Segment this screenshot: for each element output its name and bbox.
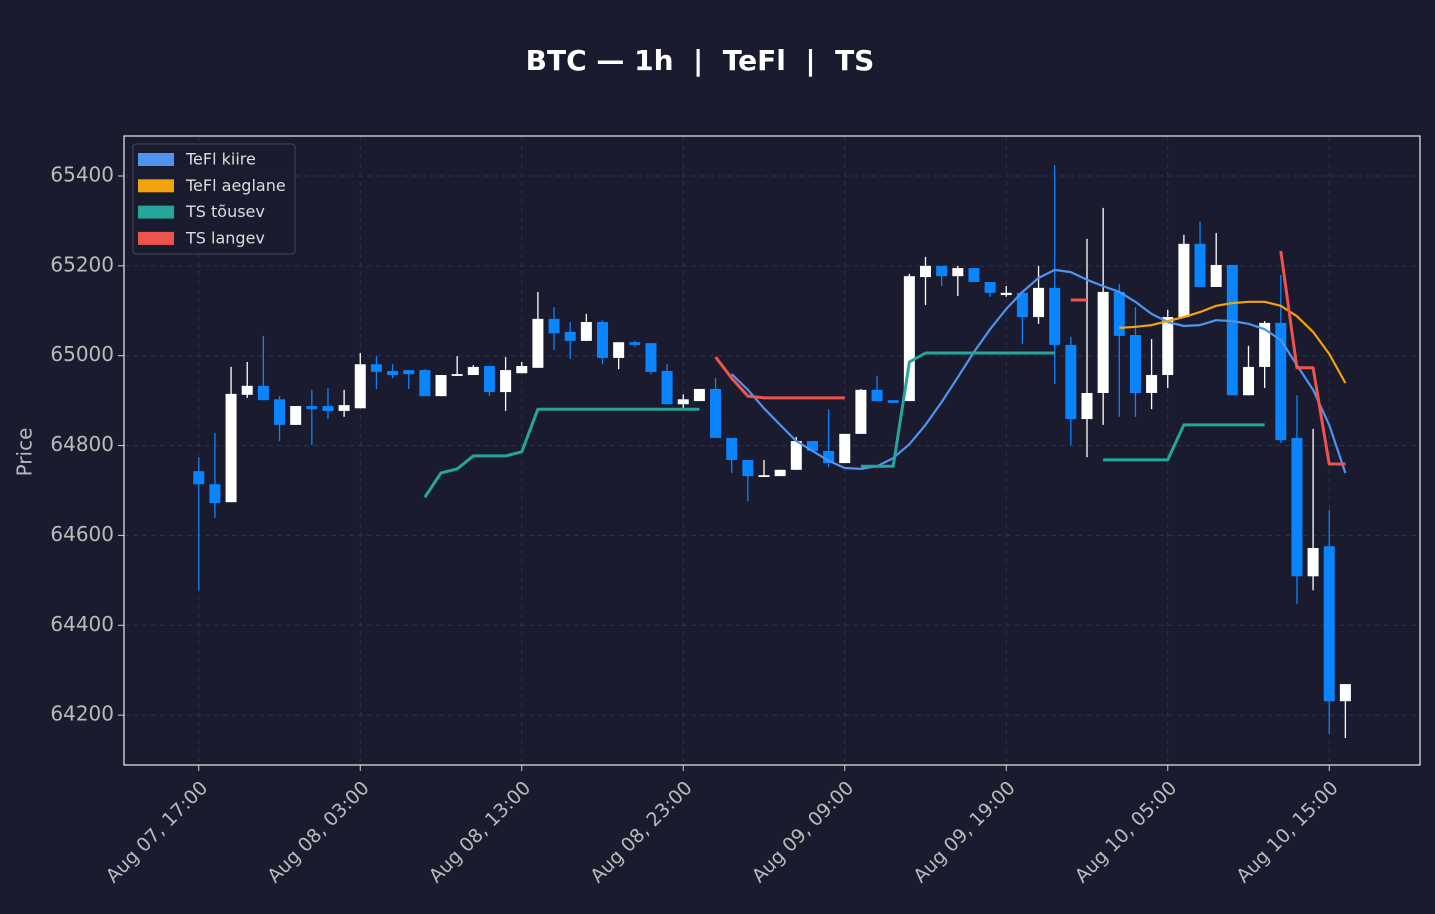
candle-body (500, 370, 512, 393)
candle-body (726, 437, 738, 460)
candle-body (1178, 243, 1190, 318)
candle-body (1275, 322, 1287, 441)
candle-body (403, 370, 415, 375)
line-series (1119, 300, 1347, 384)
candle-body (1194, 243, 1206, 287)
candle-body (903, 276, 915, 402)
candle-body (564, 331, 576, 341)
candle-body (193, 471, 205, 485)
candle-body (806, 441, 818, 451)
candle-body (1033, 287, 1045, 318)
candle-body (1291, 437, 1303, 577)
candle-body (1129, 335, 1141, 393)
candle-body (887, 400, 899, 403)
legend-swatch (138, 179, 174, 193)
candle-body (758, 475, 770, 478)
candle-body (1210, 264, 1222, 287)
candle-body (483, 366, 495, 393)
candle-body (1307, 547, 1319, 577)
candle-body (871, 389, 883, 402)
y-tick-label: 64800 (50, 432, 114, 456)
candle-body (968, 268, 980, 283)
candle-body (1049, 287, 1061, 345)
chart-title: BTC — 1h | TeFl | TS (526, 44, 875, 77)
legend-swatch (138, 205, 174, 219)
candle-body (693, 388, 705, 402)
candle-body (274, 399, 286, 425)
candle-body (1081, 392, 1093, 420)
candle-body (548, 318, 560, 334)
candle-body (920, 265, 932, 278)
candle-body (322, 406, 334, 411)
candle-body (597, 322, 609, 358)
y-tick-label: 64600 (50, 522, 114, 546)
candle-body (257, 385, 269, 401)
candle-body (629, 342, 641, 345)
candle-body (710, 388, 722, 438)
line-series (423, 351, 1265, 499)
legend-label: TS langev (185, 228, 265, 247)
candle-body (855, 389, 867, 434)
candle-body (1097, 291, 1109, 393)
candle-body (1146, 375, 1158, 393)
y-tick-label: 65000 (50, 342, 114, 366)
candle-body (306, 406, 318, 410)
y-tick-label: 65200 (50, 252, 114, 276)
candle-body (580, 322, 592, 341)
candle-body (839, 433, 851, 464)
y-axis-label: Price (13, 428, 37, 477)
line-series (714, 250, 1346, 466)
candle-body (1259, 322, 1271, 367)
candle-body (241, 385, 253, 395)
candle-body (225, 393, 237, 503)
candle-body (467, 366, 479, 376)
legend-label: TS tõusev (185, 202, 265, 221)
line-series (730, 268, 1347, 474)
legend-frame (132, 143, 296, 255)
candle-body (1016, 292, 1028, 318)
candle-body (1339, 684, 1351, 702)
candle-body (1226, 264, 1238, 396)
candle-body (774, 469, 786, 477)
candle-body (1113, 291, 1125, 336)
candle-body (952, 268, 964, 277)
candle-body (1242, 366, 1254, 396)
candle-body (613, 342, 625, 358)
candle-body (645, 343, 657, 372)
candle-body (1065, 344, 1077, 420)
candle-body (419, 370, 431, 397)
candle-body (823, 450, 835, 464)
candle-body (677, 399, 689, 405)
legend-label: TeFl kiire (185, 150, 256, 169)
y-tick-label: 64200 (50, 702, 114, 726)
candle-body (532, 318, 544, 368)
candle-body (290, 406, 302, 425)
candle-body (1323, 546, 1335, 702)
candle-body (661, 370, 673, 405)
candle-body (387, 370, 399, 376)
candle-body (1162, 317, 1174, 376)
candle-body (338, 405, 350, 411)
legend-label: TeFl aeglane (185, 176, 286, 195)
legend-swatch (138, 231, 174, 245)
legend: TeFl kiire TeFl aeglane TS tõusev TS langev (132, 143, 296, 255)
y-tick-label: 65400 (50, 162, 114, 186)
candle-body (435, 375, 447, 397)
candle-body (936, 265, 948, 277)
candle-body (209, 484, 221, 504)
legend-swatch (138, 153, 174, 166)
candle-body (370, 364, 382, 372)
candle-body (516, 366, 528, 374)
candle-body (742, 459, 754, 477)
candle-body (790, 441, 802, 470)
candle-body (451, 374, 463, 376)
candle-body (1000, 292, 1012, 296)
y-tick-label: 64400 (50, 612, 114, 636)
candle-body (354, 364, 366, 409)
candle-body (984, 282, 996, 293)
plot-frame (123, 135, 1421, 766)
